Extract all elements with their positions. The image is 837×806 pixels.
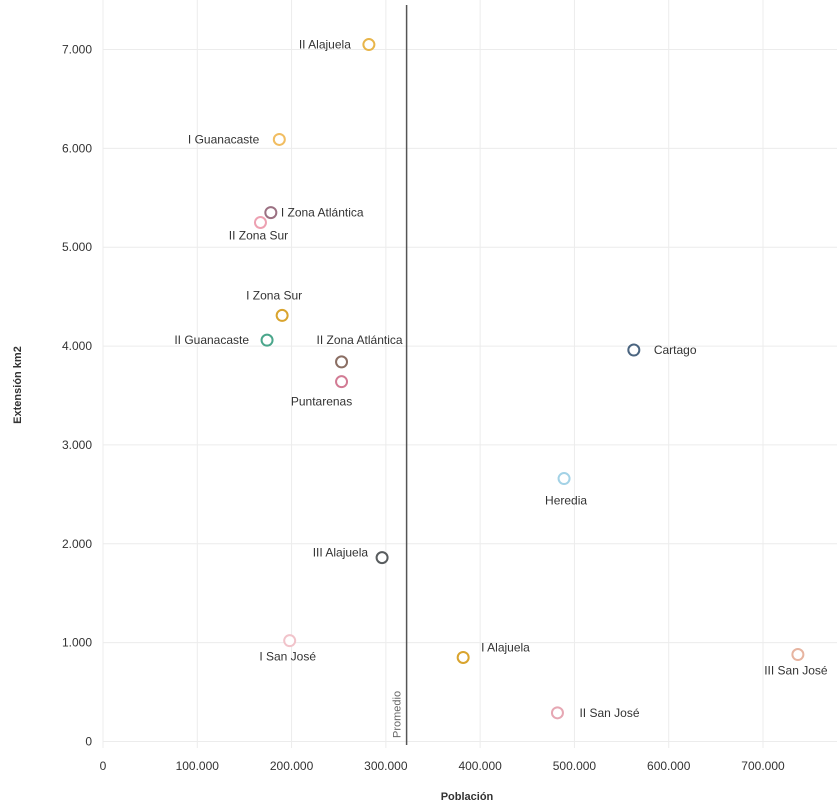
- y-tick-label: 4.000: [62, 339, 92, 353]
- data-point: [336, 356, 347, 367]
- data-point: [265, 207, 276, 218]
- grid-layer: [103, 0, 837, 748]
- data-point: [336, 376, 347, 387]
- data-point: [377, 552, 388, 563]
- y-axis-title: Extensión km2: [12, 346, 24, 424]
- point-label: I Guanacaste: [188, 132, 260, 146]
- point-label: II Guanacaste: [174, 333, 249, 347]
- average-reference-label: Promedio: [392, 691, 404, 738]
- data-point: [274, 134, 285, 145]
- point-label: III San José: [764, 664, 828, 678]
- data-point: [628, 345, 639, 356]
- point-label: II Zona Sur: [229, 229, 288, 243]
- data-point: [559, 473, 570, 484]
- points-layer: [255, 39, 803, 718]
- y-tick-label: 2.000: [62, 537, 92, 551]
- data-point: [255, 217, 266, 228]
- point-labels-layer: II Alajuela I Guanacaste I Zona Atlántica I…: [174, 38, 828, 720]
- x-tick-label: 400.000: [458, 759, 502, 773]
- point-label: Heredia: [545, 494, 587, 508]
- point-label: II San José: [579, 706, 639, 720]
- x-tick-label: 100.000: [176, 759, 220, 773]
- y-tick-label: 7.000: [62, 43, 92, 57]
- point-label: II Zona Atlántica: [317, 333, 403, 347]
- x-tick-label: 300.000: [364, 759, 408, 773]
- x-tick-label: 700.000: [741, 759, 785, 773]
- data-point: [262, 335, 273, 346]
- y-tick-label: 3.000: [62, 438, 92, 452]
- point-label: I Alajuela: [481, 640, 530, 654]
- x-tick-label: 0: [100, 759, 107, 773]
- y-tick-label: 1.000: [62, 636, 92, 650]
- data-point: [458, 652, 469, 663]
- point-label: I Zona Atlántica: [281, 206, 364, 220]
- point-label: III Alajuela: [313, 546, 369, 560]
- axis-layer: 0 1.000 2.000 3.000 4.000 5.000 6.000 7.000 0 100…: [62, 43, 785, 774]
- data-point: [792, 649, 803, 660]
- point-label: I Zona Sur: [246, 288, 302, 302]
- y-tick-label: 0: [85, 735, 92, 749]
- reference-line-layer: Promedio: [392, 5, 407, 745]
- x-axis-title: Población: [441, 791, 494, 803]
- point-label: I San José: [259, 650, 316, 664]
- data-point: [284, 635, 295, 646]
- x-tick-label: 200.000: [270, 759, 314, 773]
- data-point: [363, 39, 374, 50]
- x-tick-label: 600.000: [647, 759, 691, 773]
- y-tick-label: 6.000: [62, 141, 92, 155]
- point-label: Cartago: [654, 343, 697, 357]
- data-point: [277, 310, 288, 321]
- data-point: [552, 707, 563, 718]
- y-tick-label: 5.000: [62, 240, 92, 254]
- point-label: II Alajuela: [299, 38, 351, 52]
- x-tick-label: 500.000: [553, 759, 597, 773]
- point-label: Puntarenas: [291, 395, 352, 409]
